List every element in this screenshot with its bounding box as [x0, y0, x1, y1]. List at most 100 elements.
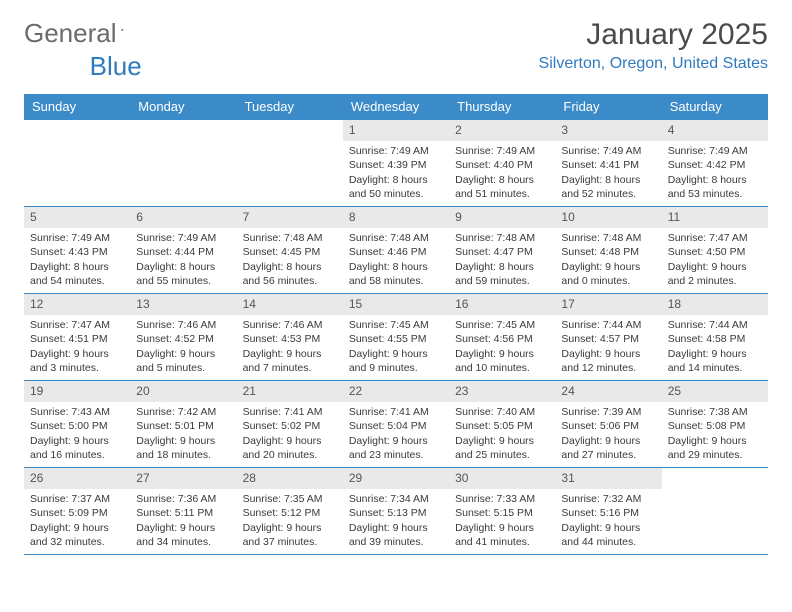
- dow-thu: Thursday: [449, 94, 555, 120]
- dow-tue: Tuesday: [237, 94, 343, 120]
- calendar-day: 3Sunrise: 7:49 AMSunset: 4:41 PMDaylight…: [555, 120, 661, 206]
- calendar-day: 7Sunrise: 7:48 AMSunset: 4:45 PMDaylight…: [237, 207, 343, 293]
- day-number: 26: [24, 468, 130, 489]
- day-body: Sunrise: 7:49 AMSunset: 4:44 PMDaylight:…: [130, 228, 236, 292]
- day-number: 3: [555, 120, 661, 141]
- day-body: Sunrise: 7:34 AMSunset: 5:13 PMDaylight:…: [343, 489, 449, 553]
- day-number: [237, 120, 343, 141]
- sunrise-text: Sunrise: 7:47 AM: [30, 318, 124, 332]
- day-body: [130, 141, 236, 148]
- sunset-text: Sunset: 5:08 PM: [668, 419, 762, 433]
- day-number: 21: [237, 381, 343, 402]
- day-number: 15: [343, 294, 449, 315]
- calendar-day: [24, 120, 130, 206]
- daylight-text: and 2 minutes.: [668, 274, 762, 288]
- day-number: 27: [130, 468, 236, 489]
- day-body: Sunrise: 7:42 AMSunset: 5:01 PMDaylight:…: [130, 402, 236, 466]
- daylight-text: Daylight: 9 hours: [668, 434, 762, 448]
- sunset-text: Sunset: 4:42 PM: [668, 158, 762, 172]
- calendar-day: 22Sunrise: 7:41 AMSunset: 5:04 PMDayligh…: [343, 381, 449, 467]
- day-number: 7: [237, 207, 343, 228]
- day-number: 16: [449, 294, 555, 315]
- calendar-day: 18Sunrise: 7:44 AMSunset: 4:58 PMDayligh…: [662, 294, 768, 380]
- sunrise-text: Sunrise: 7:49 AM: [349, 144, 443, 158]
- calendar-week: 1Sunrise: 7:49 AMSunset: 4:39 PMDaylight…: [24, 120, 768, 207]
- day-number: 11: [662, 207, 768, 228]
- calendar-day: 12Sunrise: 7:47 AMSunset: 4:51 PMDayligh…: [24, 294, 130, 380]
- day-body: Sunrise: 7:48 AMSunset: 4:47 PMDaylight:…: [449, 228, 555, 292]
- day-body: Sunrise: 7:49 AMSunset: 4:39 PMDaylight:…: [343, 141, 449, 205]
- sunrise-text: Sunrise: 7:48 AM: [455, 231, 549, 245]
- sunset-text: Sunset: 4:40 PM: [455, 158, 549, 172]
- day-number: 25: [662, 381, 768, 402]
- calendar-weeks: 1Sunrise: 7:49 AMSunset: 4:39 PMDaylight…: [24, 120, 768, 555]
- calendar-day: [237, 120, 343, 206]
- calendar-day: 29Sunrise: 7:34 AMSunset: 5:13 PMDayligh…: [343, 468, 449, 554]
- daylight-text: Daylight: 9 hours: [30, 434, 124, 448]
- sunset-text: Sunset: 5:00 PM: [30, 419, 124, 433]
- logo-flag-icon: [121, 21, 124, 39]
- calendar-day: 11Sunrise: 7:47 AMSunset: 4:50 PMDayligh…: [662, 207, 768, 293]
- daylight-text: Daylight: 9 hours: [349, 347, 443, 361]
- sunrise-text: Sunrise: 7:46 AM: [136, 318, 230, 332]
- daylight-text: Daylight: 9 hours: [561, 347, 655, 361]
- dow-sun: Sunday: [24, 94, 130, 120]
- sunrise-text: Sunrise: 7:45 AM: [349, 318, 443, 332]
- daylight-text: and 34 minutes.: [136, 535, 230, 549]
- dow-fri: Friday: [555, 94, 661, 120]
- calendar-day: 10Sunrise: 7:48 AMSunset: 4:48 PMDayligh…: [555, 207, 661, 293]
- calendar-day: 24Sunrise: 7:39 AMSunset: 5:06 PMDayligh…: [555, 381, 661, 467]
- sunrise-text: Sunrise: 7:32 AM: [561, 492, 655, 506]
- sunrise-text: Sunrise: 7:42 AM: [136, 405, 230, 419]
- day-body: Sunrise: 7:41 AMSunset: 5:04 PMDaylight:…: [343, 402, 449, 466]
- day-body: Sunrise: 7:38 AMSunset: 5:08 PMDaylight:…: [662, 402, 768, 466]
- day-body: [24, 141, 130, 148]
- day-number: [662, 468, 768, 489]
- calendar-day: 17Sunrise: 7:44 AMSunset: 4:57 PMDayligh…: [555, 294, 661, 380]
- calendar-page: General January 2025 Silverton, Oregon, …: [0, 0, 792, 565]
- day-body: Sunrise: 7:47 AMSunset: 4:50 PMDaylight:…: [662, 228, 768, 292]
- daylight-text: Daylight: 8 hours: [561, 173, 655, 187]
- daylight-text: Daylight: 9 hours: [243, 521, 337, 535]
- sunrise-text: Sunrise: 7:40 AM: [455, 405, 549, 419]
- daylight-text: and 14 minutes.: [668, 361, 762, 375]
- day-body: Sunrise: 7:37 AMSunset: 5:09 PMDaylight:…: [24, 489, 130, 553]
- daylight-text: Daylight: 9 hours: [561, 521, 655, 535]
- day-body: Sunrise: 7:32 AMSunset: 5:16 PMDaylight:…: [555, 489, 661, 553]
- daylight-text: Daylight: 8 hours: [455, 173, 549, 187]
- daylight-text: Daylight: 9 hours: [455, 347, 549, 361]
- sunrise-text: Sunrise: 7:48 AM: [349, 231, 443, 245]
- sunrise-text: Sunrise: 7:46 AM: [243, 318, 337, 332]
- daylight-text: and 55 minutes.: [136, 274, 230, 288]
- day-number: 6: [130, 207, 236, 228]
- sunset-text: Sunset: 4:56 PM: [455, 332, 549, 346]
- daylight-text: and 44 minutes.: [561, 535, 655, 549]
- daylight-text: Daylight: 9 hours: [668, 347, 762, 361]
- daylight-text: and 50 minutes.: [349, 187, 443, 201]
- day-number: 17: [555, 294, 661, 315]
- calendar-week: 12Sunrise: 7:47 AMSunset: 4:51 PMDayligh…: [24, 294, 768, 381]
- day-body: [662, 489, 768, 496]
- calendar-day: [662, 468, 768, 554]
- daylight-text: and 32 minutes.: [30, 535, 124, 549]
- daylight-text: Daylight: 8 hours: [30, 260, 124, 274]
- sunrise-text: Sunrise: 7:49 AM: [30, 231, 124, 245]
- daylight-text: Daylight: 9 hours: [136, 347, 230, 361]
- day-number: 4: [662, 120, 768, 141]
- day-body: Sunrise: 7:45 AMSunset: 4:56 PMDaylight:…: [449, 315, 555, 379]
- daylight-text: and 18 minutes.: [136, 448, 230, 462]
- calendar-day: 2Sunrise: 7:49 AMSunset: 4:40 PMDaylight…: [449, 120, 555, 206]
- calendar-day: 8Sunrise: 7:48 AMSunset: 4:46 PMDaylight…: [343, 207, 449, 293]
- calendar-day: 9Sunrise: 7:48 AMSunset: 4:47 PMDaylight…: [449, 207, 555, 293]
- day-number: 2: [449, 120, 555, 141]
- calendar-day: 1Sunrise: 7:49 AMSunset: 4:39 PMDaylight…: [343, 120, 449, 206]
- daylight-text: and 29 minutes.: [668, 448, 762, 462]
- day-number: 9: [449, 207, 555, 228]
- day-body: [237, 141, 343, 148]
- day-body: Sunrise: 7:48 AMSunset: 4:46 PMDaylight:…: [343, 228, 449, 292]
- day-number: 20: [130, 381, 236, 402]
- day-number: 19: [24, 381, 130, 402]
- daylight-text: Daylight: 8 hours: [349, 260, 443, 274]
- daylight-text: and 9 minutes.: [349, 361, 443, 375]
- dow-sat: Saturday: [662, 94, 768, 120]
